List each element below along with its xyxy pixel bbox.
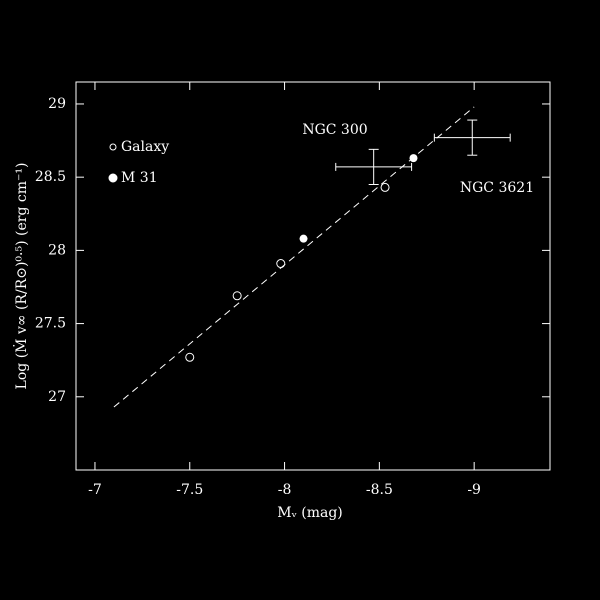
x-tick-label: -7.5 — [176, 482, 203, 498]
y-axis-label: Log (Ṁ v∞ (R/R⊙)⁰·⁵) (erg cm⁻¹) — [12, 163, 30, 390]
y-tick-label: 28.5 — [35, 169, 66, 185]
x-tick-label: -7 — [88, 482, 102, 498]
galaxy-point — [232, 291, 242, 301]
galaxy-point — [185, 352, 195, 362]
m31-point — [299, 234, 308, 243]
y-tick-label: 28 — [48, 242, 66, 258]
x-tick-label: -8.5 — [366, 482, 393, 498]
annotation: NGC 300 — [302, 122, 367, 138]
x-tick-label: -9 — [467, 482, 481, 498]
x-axis-label: Mᵥ (mag) — [277, 505, 343, 521]
plot-frame — [75, 81, 551, 471]
legend-label: M 31 — [121, 170, 158, 186]
y-tick-label: 27.5 — [35, 316, 66, 332]
galaxy-point — [276, 259, 286, 269]
fit-line — [113, 106, 475, 408]
legend-marker — [108, 173, 118, 183]
legend-label: Galaxy — [121, 139, 169, 155]
legend-marker — [109, 143, 117, 151]
x-tick-label: -8 — [278, 482, 292, 498]
m31-point — [409, 154, 418, 163]
annotation: NGC 3621 — [460, 180, 534, 196]
galaxy-point — [380, 182, 390, 192]
y-tick-label: 29 — [48, 96, 66, 112]
y-tick-label: 27 — [48, 389, 66, 405]
